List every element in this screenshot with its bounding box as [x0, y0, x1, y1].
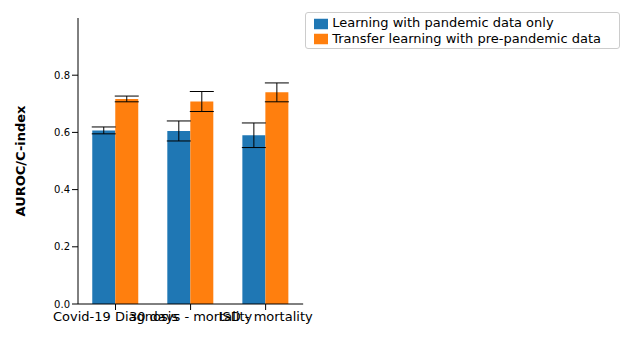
svg-text:0.6: 0.6 — [54, 127, 70, 138]
svg-text:30 days - mortality: 30 days - mortality — [128, 309, 253, 325]
html-text:Learning with pandemic data on: Learning with pandemic data only — [332, 15, 554, 30]
svg-text:AUROC/C-index: AUROC/C-index — [13, 105, 28, 217]
svg-text:Covid-19 Diagnosis: Covid-19 Diagnosis — [52, 309, 179, 325]
svg-text:0.8: 0.8 — [54, 70, 70, 81]
svg-text:ISD - mortality: ISD - mortality — [219, 309, 313, 324]
svg-text:0.4: 0.4 — [54, 184, 70, 195]
svg-text:0.0: 0.0 — [54, 299, 70, 310]
html-text:Transfer learning with pre-pan: Transfer learning with pre-pandemic data — [332, 30, 601, 46]
svg-text:0.2: 0.2 — [54, 241, 70, 252]
